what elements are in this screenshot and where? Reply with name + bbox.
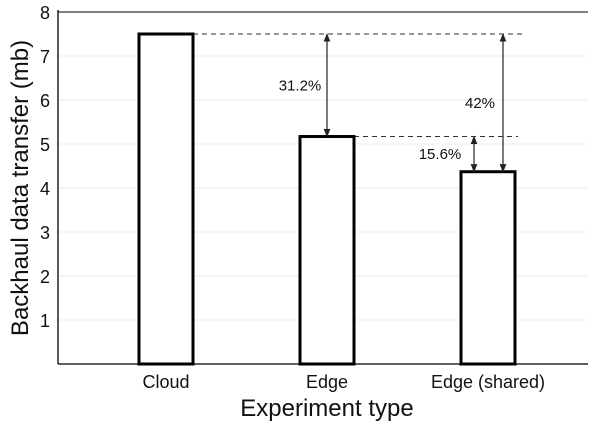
annotation-label: 31.2% [279, 77, 322, 94]
y-tick-labels: 1 2 3 4 5 6 7 8 [40, 3, 50, 331]
y-tick-label: 7 [40, 47, 50, 67]
bar-edge [298, 135, 356, 366]
annotation-label: 15.6% [419, 146, 462, 163]
x-tick-label: Edge (shared) [431, 372, 545, 392]
x-tick-label: Edge [306, 372, 348, 392]
y-tick-label: 2 [40, 267, 50, 287]
y-tick-label: 3 [40, 223, 50, 243]
y-tick-label: 4 [40, 179, 50, 199]
y-tick-label: 5 [40, 135, 50, 155]
y-tick-label: 8 [40, 3, 50, 23]
bars [137, 32, 517, 366]
annotation-arrows: 31.2% 15.6% 42% [279, 33, 507, 173]
x-axis-title: Experiment type [240, 395, 413, 422]
x-tick-labels: Cloud Edge Edge (shared) [142, 372, 545, 392]
y-tick-label: 6 [40, 91, 50, 111]
bar-edge-shared [459, 170, 517, 366]
y-axis-title: Backhaul data transfer (mb) [7, 40, 34, 336]
reference-lines [193, 33, 522, 138]
annotation-label: 42% [465, 95, 495, 112]
bar-cloud [137, 32, 195, 366]
x-tick-label: Cloud [142, 372, 189, 392]
y-tick-label: 1 [40, 311, 50, 331]
